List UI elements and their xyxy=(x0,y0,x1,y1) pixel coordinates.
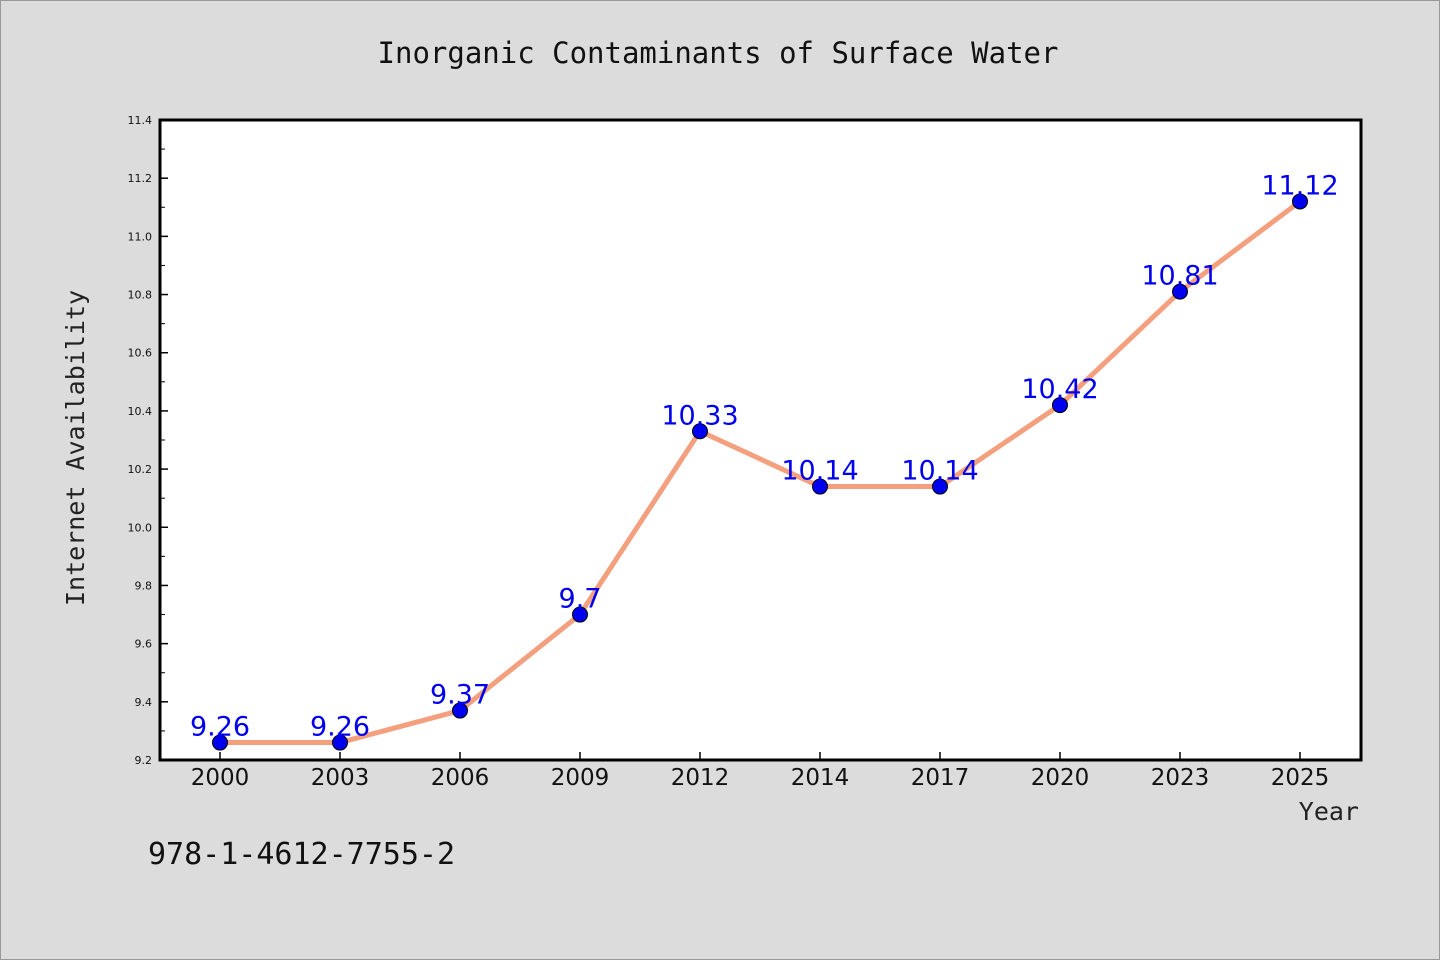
data-label: 10.33 xyxy=(661,400,738,431)
y-tick-label: 10.4 xyxy=(128,405,153,418)
plot-area xyxy=(158,118,1363,762)
data-point xyxy=(1292,193,1308,210)
series-markers xyxy=(212,193,1308,751)
data-label: 11.12 xyxy=(1261,170,1338,201)
x-tick-label: 2023 xyxy=(1151,765,1210,791)
y-tick-label: 10.6 xyxy=(128,347,153,360)
x-tick-label: 2009 xyxy=(551,765,610,791)
data-label: 10.14 xyxy=(901,456,978,487)
y-tick-label: 10.2 xyxy=(128,463,153,476)
data-label: 9.26 xyxy=(310,712,370,743)
data-label: 10.42 xyxy=(1021,374,1098,405)
x-tick-label: 2017 xyxy=(911,765,970,791)
data-labels: 9.26 9.26 9.37 9.7 10.33 10.14 10.14 10.42 10.81… xyxy=(190,170,1339,742)
series-line xyxy=(217,198,1303,746)
x-axis: 2000 2003 2006 2009 2012 2014 2017 2020 2023 2025 xyxy=(191,752,1330,791)
y-tick-label: 11.2 xyxy=(128,172,153,185)
y-tick-label: 9.8 xyxy=(135,579,153,592)
y-tick-label: 10.8 xyxy=(128,289,153,302)
data-point xyxy=(692,423,708,440)
x-tick-label: 2020 xyxy=(1031,765,1090,791)
y-tick-label: 9.4 xyxy=(135,696,153,709)
data-point xyxy=(1172,283,1188,300)
y-tick-label: 9.2 xyxy=(135,754,153,767)
data-point xyxy=(452,702,468,719)
data-label: 10.81 xyxy=(1141,261,1218,292)
y-tick-label: 10.0 xyxy=(128,521,153,534)
x-tick-label: 2003 xyxy=(311,765,370,791)
y-tick-label: 11.0 xyxy=(128,230,153,243)
y-tick-label: 9.6 xyxy=(135,638,153,651)
data-label: 9.37 xyxy=(430,680,490,711)
data-label: 10.14 xyxy=(781,456,858,487)
data-point xyxy=(932,478,948,495)
isbn-label: 978-1-4612-7755-2 xyxy=(148,837,455,872)
data-label: 9.26 xyxy=(190,712,250,743)
x-tick-label: 2006 xyxy=(431,765,490,791)
data-point xyxy=(812,478,828,495)
x-tick-label: 2012 xyxy=(671,765,730,791)
x-tick-label: 2014 xyxy=(791,765,850,791)
x-axis-label: Year xyxy=(1299,797,1359,826)
data-point xyxy=(332,734,348,751)
data-label: 9.7 xyxy=(559,584,602,615)
data-point xyxy=(1052,397,1068,414)
x-tick-label: 2025 xyxy=(1271,765,1330,791)
data-point xyxy=(212,734,228,751)
chart-title: Inorganic Contaminants of Surface Water xyxy=(378,36,1059,70)
y-axis-label: Internet Availability xyxy=(61,290,90,606)
data-point xyxy=(572,606,588,623)
y-tick-label: 11.4 xyxy=(128,114,153,127)
x-tick-label: 2000 xyxy=(191,765,250,791)
y-axis: 9.2 9.4 9.6 9.8 10.0 10.2 10.4 10.6 10.8 11.0 11.2… xyxy=(128,114,168,767)
